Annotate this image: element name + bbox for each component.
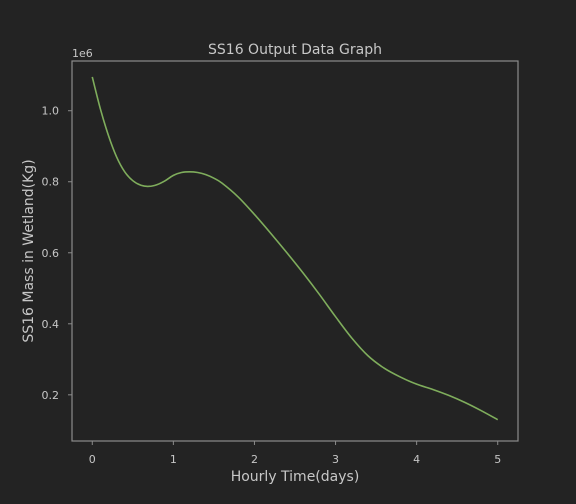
y-offset-label: 1e6 [72, 47, 93, 60]
x-tick-label: 4 [413, 453, 420, 466]
y-tick-label: 0.4 [42, 318, 60, 331]
y-tick-label: 1.0 [42, 105, 60, 118]
x-tick-label: 0 [89, 453, 96, 466]
y-tick-label: 0.8 [42, 176, 60, 189]
x-axis-label: Hourly Time(days) [231, 469, 360, 485]
y-axis-ticks: 0.2 0.4 0.6 0.8 1.0 [42, 105, 72, 402]
x-axis-ticks: 0 1 2 3 4 5 [89, 441, 501, 466]
series-layer [91, 76, 499, 421]
plot-frame [71, 60, 519, 442]
series-line [91, 76, 499, 421]
y-axis-label: SS16 Mass in Wetland(Kg) [21, 159, 37, 342]
x-tick-label: 5 [494, 453, 501, 466]
x-tick-label: 1 [170, 453, 177, 466]
y-tick-label: 0.6 [42, 247, 60, 260]
chart-title: SS16 Output Data Graph [208, 42, 382, 58]
x-tick-label: 3 [332, 453, 339, 466]
x-tick-label: 2 [251, 453, 258, 466]
y-tick-label: 0.2 [42, 389, 60, 402]
